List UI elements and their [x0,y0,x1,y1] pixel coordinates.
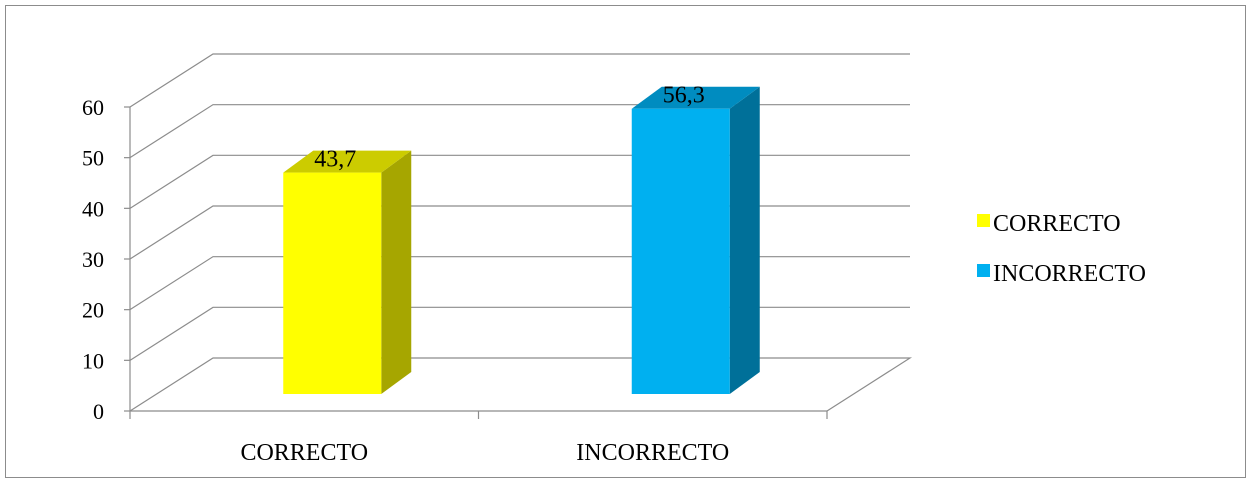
data-label: 43,7 [314,147,356,173]
y-tick-label: 60 [82,95,104,120]
bar-side [381,150,412,394]
y-tick-label: 40 [82,196,104,221]
gridline-60 [129,53,910,108]
bar-side [729,86,760,394]
bar-top [631,86,760,109]
bars [283,86,760,394]
y-tick-label: 20 [82,298,104,323]
y-tick-label: 0 [93,399,104,424]
data-label: 56,3 [663,83,705,109]
y-tick-label: 10 [82,348,104,373]
x-category-label: INCORRECTO [576,440,729,466]
gridlines [129,53,913,412]
legend-label: INCORRECTO [993,261,1146,287]
bar-correcto [283,150,412,394]
bar-front [283,172,382,394]
labels: 0 10 20 30 40 50 60 43,7 CORRECTO 56,3 INCORRECTO [82,83,729,466]
legend-swatch [977,264,990,277]
y-tick-label: 30 [82,247,104,272]
chart-border [5,5,1246,478]
bar-front [631,108,730,394]
x-category-label: CORRECTO [240,440,368,466]
legend-label: CORRECTO [993,211,1121,237]
y-tick-label: 50 [82,146,104,171]
bar-incorrecto [631,86,760,394]
legend: CORRECTO INCORRECTO [977,211,1146,287]
legend-swatch [977,214,990,227]
gridline-0 [129,357,913,412]
bar-top [283,150,412,173]
axes [124,106,828,419]
